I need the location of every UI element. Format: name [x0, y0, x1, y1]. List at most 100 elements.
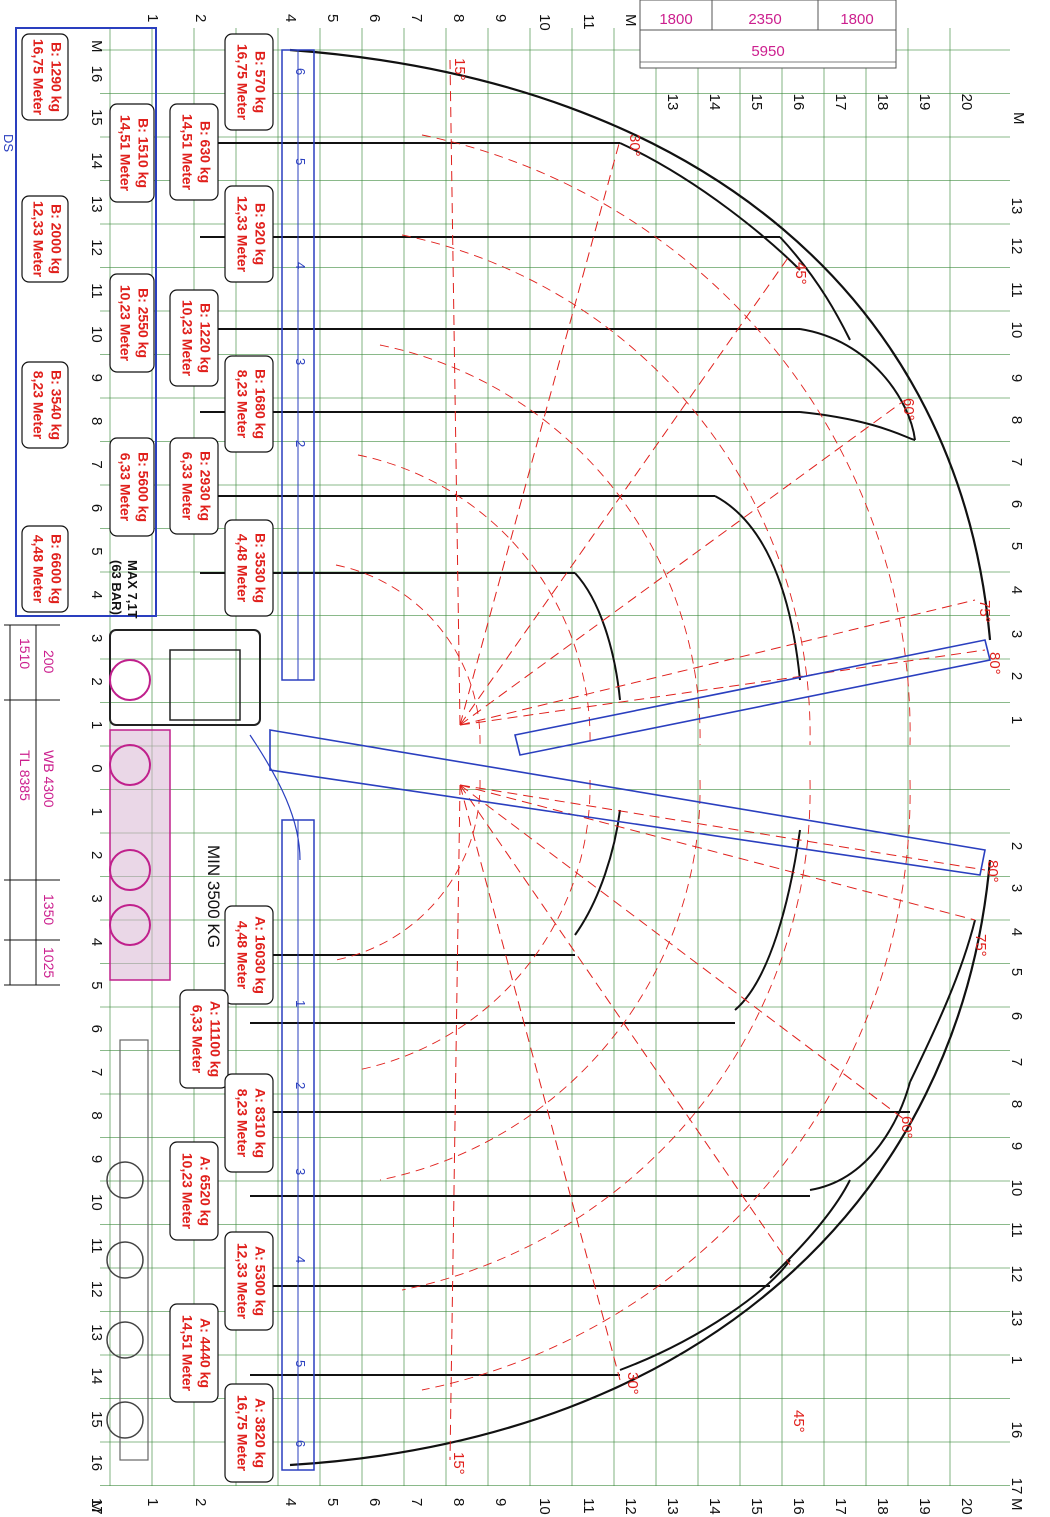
lower-angle-line — [459, 784, 976, 921]
right-side-tick-label: 3 — [1008, 630, 1025, 638]
axis-unit-bottom-right: M — [1008, 1498, 1025, 1511]
truck-dim-d4: 1025 — [41, 947, 57, 978]
top-tick-label: 1 — [144, 14, 161, 22]
right-side-tick-label: 6 — [1008, 1012, 1025, 1020]
side-a-label: 14,51 Meter A: 4440 kg — [169, 1303, 219, 1403]
lower-radius-arc — [421, 779, 911, 1391]
box-note-line1: MAX 7,1T — [125, 560, 140, 619]
right-side-tick-label: 9 — [1008, 1142, 1025, 1150]
upper-angle-label: 45° — [792, 262, 809, 285]
label-length: 4,48 Meter — [234, 534, 250, 603]
label-frame — [109, 103, 155, 203]
side-a-label: 8,23 Meter A: 8310 kg — [224, 1073, 274, 1173]
label-length: 16,75 Meter — [30, 39, 46, 116]
label-length: 8,23 Meter — [234, 370, 250, 439]
right-side-tick-label: 7 — [1008, 458, 1025, 466]
lower-angle-line — [459, 784, 906, 1121]
right-side-tick-label: 8 — [1008, 1100, 1025, 1108]
dim-segment-3: 1800 — [840, 11, 873, 28]
lower-load-curve — [574, 809, 621, 936]
upper-radius-arc — [357, 454, 591, 746]
label-frame — [169, 437, 219, 535]
truck-dim-tl: TL 8385 — [17, 750, 33, 801]
bottom-tick-label: 13 — [664, 1498, 681, 1515]
right-side-tick-label: 13 — [1008, 198, 1025, 215]
vertical-tick-label: 4 — [88, 938, 105, 946]
vertical-tick-label: 13 — [88, 1324, 105, 1341]
truck-dim-wb: WB 4300 — [41, 750, 57, 808]
corner-mark: DS — [1, 134, 16, 152]
bottom-tick-label: 1 — [144, 1498, 161, 1506]
top-tick-label: 8 — [450, 14, 467, 22]
label-load: B: 2550 kg — [135, 288, 151, 358]
label-load: B: 1220 kg — [197, 303, 213, 373]
label-load: B: 5600 kg — [135, 452, 151, 522]
vertical-tick-label: 1 — [88, 808, 105, 816]
upper-angle-line — [459, 399, 906, 726]
label-load: A: 8310 kg — [252, 1088, 268, 1158]
side-b-table-frame — [15, 27, 157, 617]
side-a-label: 4,48 Meter A: 16030 kg — [224, 905, 274, 1005]
box-inner-label: 6,33 Meter B: 5600 kg — [109, 437, 155, 537]
lower-boom-section-label: 3 — [293, 1168, 308, 1175]
vertical-tick-label: 3 — [88, 634, 105, 642]
truck-dim-d1: 1510 — [17, 638, 33, 669]
lower-angle-label: 80° — [984, 860, 1001, 883]
label-length: 14,51 Meter — [179, 114, 195, 191]
side-a-label: 6,33 Meter A: 11100 kg — [179, 989, 229, 1089]
lower-load-curve — [909, 919, 976, 1083]
bottom-tick-label: 18 — [874, 1498, 891, 1515]
trailer-wheel — [106, 1241, 144, 1279]
vertical-tick-label: 11 — [88, 1238, 105, 1254]
right-side-tick-label: 9 — [1008, 374, 1025, 382]
vertical-tick-label: 4 — [88, 591, 105, 599]
trailer-wheel — [106, 1161, 144, 1199]
right-side-tick-label: 17 — [1008, 1478, 1025, 1495]
dim-segment-2: 2350 — [748, 11, 781, 28]
right-side-tick-label: 13 — [1008, 1310, 1025, 1327]
vertical-tick-label: 1 — [88, 721, 105, 729]
lower-radius-arc — [379, 779, 701, 1181]
box-outer-label: 12,33 Meter B: 2000 kg — [21, 195, 69, 283]
bottom-tick-label: 4 — [282, 1498, 299, 1506]
label-length: 10,23 Meter — [179, 300, 195, 377]
side-b-label: 10,23 Meter B: 1220 kg — [169, 289, 219, 387]
lower-angle-label: 15° — [450, 1452, 467, 1475]
lower-boom-section-label: 2 — [293, 1082, 308, 1089]
upper-reach-label: 13 — [664, 94, 681, 111]
upper-load-curve — [779, 236, 851, 341]
lower-angle-label: 45° — [790, 1410, 807, 1433]
label-load: B: 2000 kg — [48, 204, 64, 274]
right-side-tick-label: 4 — [1008, 928, 1025, 936]
right-side-tick-label: 8 — [1008, 416, 1025, 424]
label-load: B: 3530 kg — [252, 533, 268, 603]
top-tick-label: 9 — [492, 14, 509, 22]
vertical-tick-label: 14 — [88, 1368, 105, 1385]
upper-angle-line — [449, 59, 461, 726]
upper-radius-arc — [379, 344, 701, 746]
upper-boom-section-label: 2 — [293, 440, 308, 447]
bottom-tick-label: 11 — [580, 1498, 597, 1514]
upper-load-curve — [619, 142, 801, 271]
bottom-tick-label: 10 — [536, 1498, 553, 1515]
truck-dim-d3: 1350 — [41, 894, 57, 925]
vertical-tick-label: 15 — [88, 109, 105, 126]
upper-angle-line — [459, 649, 986, 726]
vertical-tick-label: 2 — [88, 851, 105, 859]
lower-radius-arc — [357, 779, 591, 1071]
label-frame — [224, 1231, 274, 1331]
label-frame — [169, 1141, 219, 1241]
upper-load-curve — [714, 495, 801, 681]
label-load: B: 1510 kg — [135, 118, 151, 188]
bottom-tick-label: 9 — [492, 1498, 509, 1506]
lower-load-curve — [809, 1081, 911, 1191]
label-load: B: 920 kg — [252, 203, 268, 265]
side-a-label: 16,75 Meter A: 3820 kg — [224, 1383, 274, 1483]
label-length: 8,23 Meter — [234, 1089, 250, 1158]
label-load: B: 3540 kg — [48, 370, 64, 440]
right-side-tick-label: 10 — [1008, 1180, 1025, 1197]
right-side-tick-label: 7 — [1008, 1058, 1025, 1066]
label-load: A: 11100 kg — [207, 1001, 223, 1077]
lower-boom-section-label: 5 — [293, 1360, 308, 1367]
